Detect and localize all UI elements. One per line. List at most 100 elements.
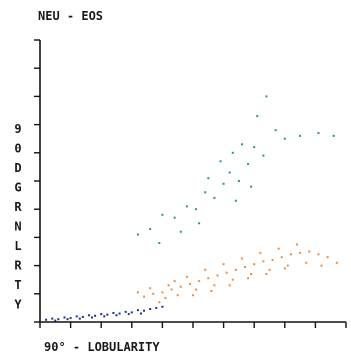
data-point bbox=[234, 199, 237, 202]
data-point bbox=[136, 291, 139, 294]
data-point bbox=[136, 309, 139, 312]
data-point bbox=[299, 251, 302, 254]
data-point bbox=[173, 216, 176, 219]
data-point bbox=[335, 261, 338, 264]
data-point bbox=[185, 205, 188, 208]
data-point bbox=[66, 318, 69, 321]
data-point bbox=[143, 295, 146, 298]
data-point bbox=[317, 132, 320, 135]
data-point bbox=[112, 311, 115, 314]
data-point bbox=[308, 250, 311, 253]
data-point bbox=[332, 134, 335, 137]
data-point bbox=[161, 305, 164, 308]
data-point bbox=[118, 312, 121, 315]
data-point bbox=[100, 313, 103, 316]
data-point bbox=[274, 129, 277, 132]
data-point bbox=[179, 285, 182, 288]
data-point bbox=[69, 317, 72, 320]
data-point bbox=[204, 268, 207, 271]
data-point bbox=[143, 309, 146, 312]
chart-title: NEU - EOS bbox=[38, 9, 103, 23]
data-point bbox=[54, 319, 57, 322]
data-point bbox=[289, 253, 292, 256]
data-point bbox=[185, 275, 188, 278]
data-point bbox=[283, 137, 286, 140]
data-point bbox=[228, 171, 231, 174]
data-point bbox=[247, 277, 250, 280]
data-points bbox=[45, 95, 338, 322]
data-point bbox=[78, 317, 81, 320]
data-point bbox=[94, 314, 97, 317]
data-point bbox=[152, 292, 155, 295]
data-point bbox=[51, 317, 54, 320]
data-point bbox=[256, 115, 259, 118]
data-point bbox=[250, 273, 253, 276]
data-point bbox=[210, 289, 213, 292]
data-point bbox=[280, 256, 283, 259]
data-point bbox=[188, 282, 191, 285]
data-point bbox=[195, 208, 198, 211]
data-point bbox=[326, 256, 329, 259]
data-point bbox=[259, 251, 262, 254]
data-point bbox=[225, 271, 228, 274]
data-point bbox=[198, 280, 201, 283]
y-axis-label-char: R bbox=[14, 200, 22, 214]
y-axis-label-char: G bbox=[14, 181, 21, 195]
data-point bbox=[222, 263, 225, 266]
data-point bbox=[213, 196, 216, 199]
data-point bbox=[277, 247, 280, 250]
data-point bbox=[250, 185, 253, 188]
data-point bbox=[136, 233, 139, 236]
data-point bbox=[231, 278, 234, 281]
data-point bbox=[305, 261, 308, 264]
y-axis-label-char: T bbox=[14, 278, 21, 292]
data-point bbox=[262, 154, 265, 157]
y-axis-label-char: N bbox=[14, 220, 21, 234]
data-point bbox=[161, 213, 164, 216]
data-point bbox=[207, 177, 210, 180]
data-point bbox=[149, 287, 152, 290]
data-point bbox=[192, 294, 194, 297]
data-point bbox=[244, 266, 247, 269]
data-point bbox=[81, 315, 84, 318]
data-point bbox=[247, 163, 250, 166]
data-point bbox=[207, 277, 210, 280]
data-point bbox=[176, 294, 179, 297]
y-axis-label-char: L bbox=[14, 239, 21, 253]
x-axis-label: 90° - LOBULARITY bbox=[44, 340, 160, 354]
y-axis-label-char: R bbox=[14, 259, 22, 273]
data-point bbox=[106, 313, 109, 316]
data-point bbox=[161, 291, 164, 294]
data-point bbox=[317, 253, 320, 256]
y-axis-label-char: 9 bbox=[14, 122, 21, 136]
data-point bbox=[103, 315, 106, 318]
axes bbox=[39, 40, 346, 323]
data-point bbox=[240, 257, 243, 260]
data-point bbox=[57, 318, 60, 321]
data-point bbox=[149, 308, 152, 311]
data-point bbox=[149, 227, 152, 230]
data-point bbox=[87, 314, 90, 317]
data-point bbox=[253, 263, 256, 266]
data-point bbox=[179, 230, 182, 233]
data-point bbox=[234, 268, 237, 271]
data-point bbox=[268, 268, 271, 271]
data-point bbox=[222, 182, 225, 185]
data-point bbox=[158, 301, 161, 304]
data-point bbox=[164, 297, 167, 300]
data-point bbox=[75, 315, 78, 318]
y-axis-label-char: D bbox=[14, 161, 21, 175]
data-point bbox=[265, 95, 268, 98]
data-point bbox=[237, 180, 240, 182]
data-point bbox=[198, 222, 201, 225]
data-point bbox=[170, 288, 173, 291]
data-point bbox=[228, 284, 231, 287]
axis-ticks bbox=[34, 39, 347, 328]
data-point bbox=[231, 151, 234, 154]
data-point bbox=[271, 258, 274, 261]
data-point bbox=[240, 143, 243, 146]
data-point bbox=[167, 284, 170, 287]
data-point bbox=[320, 264, 323, 267]
data-point bbox=[219, 160, 222, 163]
